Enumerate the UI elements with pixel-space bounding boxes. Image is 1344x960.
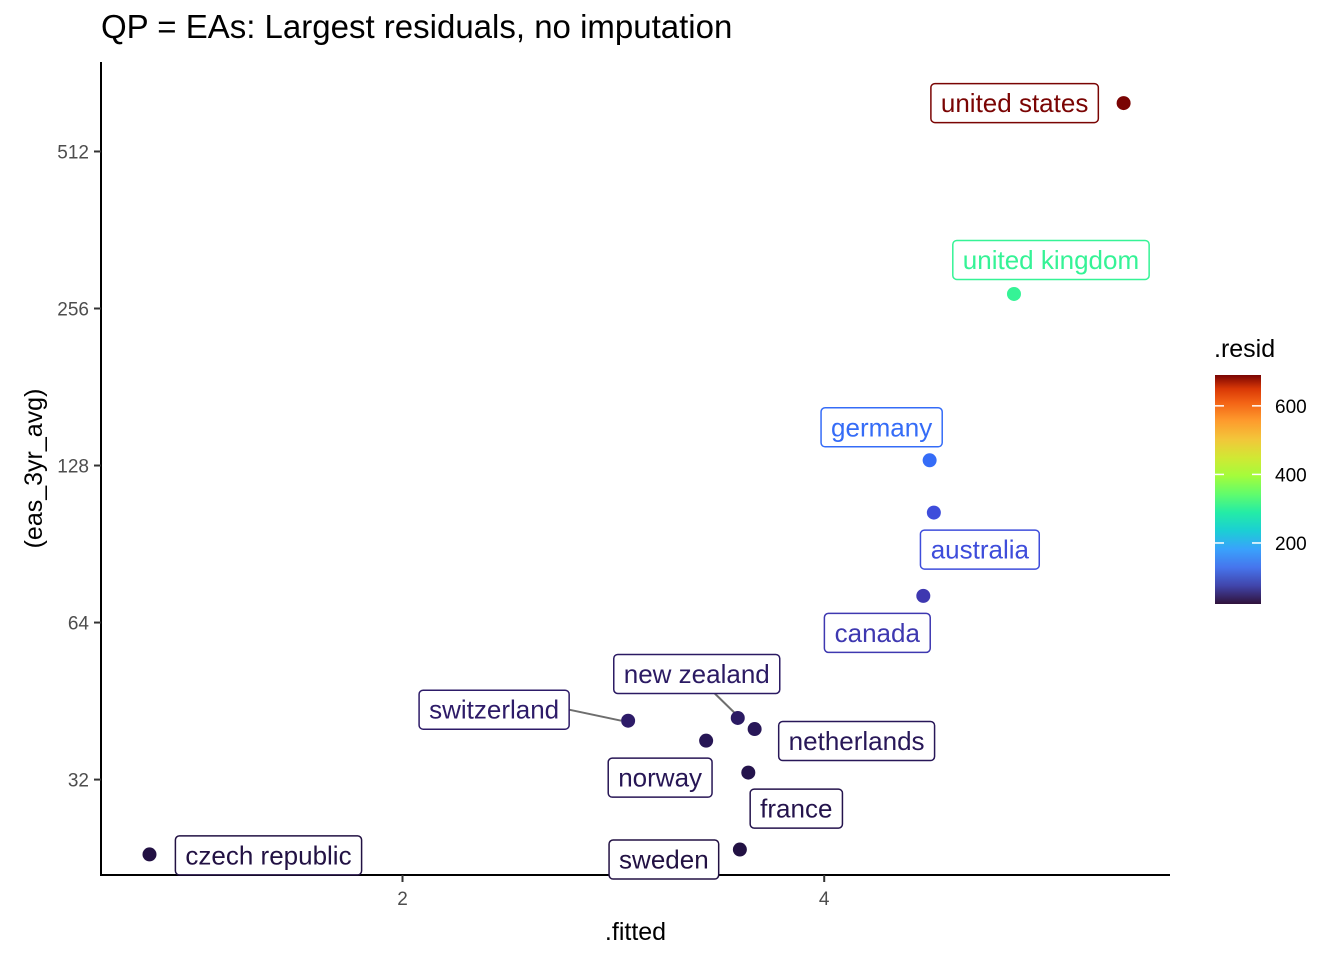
- data-point: [747, 722, 762, 737]
- point-label-box: [608, 839, 720, 880]
- point-label: germany: [831, 412, 932, 442]
- y-tick-label: 64: [68, 614, 90, 635]
- point-label: canada: [835, 618, 921, 648]
- data-point: [926, 505, 941, 520]
- point-label-box: [820, 407, 943, 448]
- legend-title: .resid: [1214, 335, 1275, 363]
- point-label-box: [919, 529, 1041, 570]
- point-label-box: [823, 612, 931, 654]
- point-label-box: [777, 720, 936, 762]
- point-label: australia: [931, 535, 1030, 565]
- data-point: [142, 847, 157, 862]
- point-label-box: [174, 835, 363, 876]
- point-label-box: [952, 239, 1150, 281]
- data-point: [1006, 286, 1021, 301]
- point-label: czech republic: [185, 840, 351, 870]
- point-label: france: [760, 794, 832, 824]
- x-axis-title: .fitted: [605, 918, 666, 946]
- point-label-box: [613, 653, 781, 695]
- point-label-box: [607, 757, 713, 798]
- data-point: [621, 713, 636, 728]
- point-label: sweden: [619, 845, 709, 875]
- colorbar-label: 200: [1275, 534, 1307, 555]
- point-label: switzerland: [429, 695, 559, 725]
- label-connector: [714, 692, 736, 714]
- data-point: [1116, 96, 1131, 111]
- y-tick-label: 128: [57, 457, 89, 478]
- data-point: [922, 453, 937, 468]
- x-tick-label: 4: [819, 889, 830, 910]
- y-tick-label: 256: [57, 300, 89, 321]
- data-point: [916, 588, 931, 603]
- chart-title: QP = EAs: Largest residuals, no imputati…: [101, 8, 733, 45]
- colorbar-label: 400: [1275, 465, 1307, 486]
- point-label: united states: [941, 88, 1088, 118]
- y-tick-label: 512: [57, 142, 89, 163]
- y-axis-title: (eas_3yr_avg): [20, 389, 48, 549]
- data-point: [741, 765, 756, 780]
- point-label-box: [930, 82, 1100, 124]
- point-label: netherlands: [789, 726, 925, 756]
- x-tick-label: 2: [397, 889, 408, 910]
- point-label-box: [418, 689, 570, 730]
- point-label: united kingdom: [963, 245, 1139, 275]
- y-tick-label: 32: [68, 771, 89, 792]
- data-point: [730, 710, 745, 725]
- point-label: norway: [618, 763, 702, 793]
- colorbar-label: 600: [1275, 397, 1307, 418]
- data-point: [732, 842, 747, 857]
- colorbar: [1215, 375, 1261, 604]
- data-point: [699, 733, 714, 748]
- label-connector: [568, 708, 622, 722]
- point-label: new zealand: [624, 659, 770, 689]
- point-label-box: [749, 788, 844, 829]
